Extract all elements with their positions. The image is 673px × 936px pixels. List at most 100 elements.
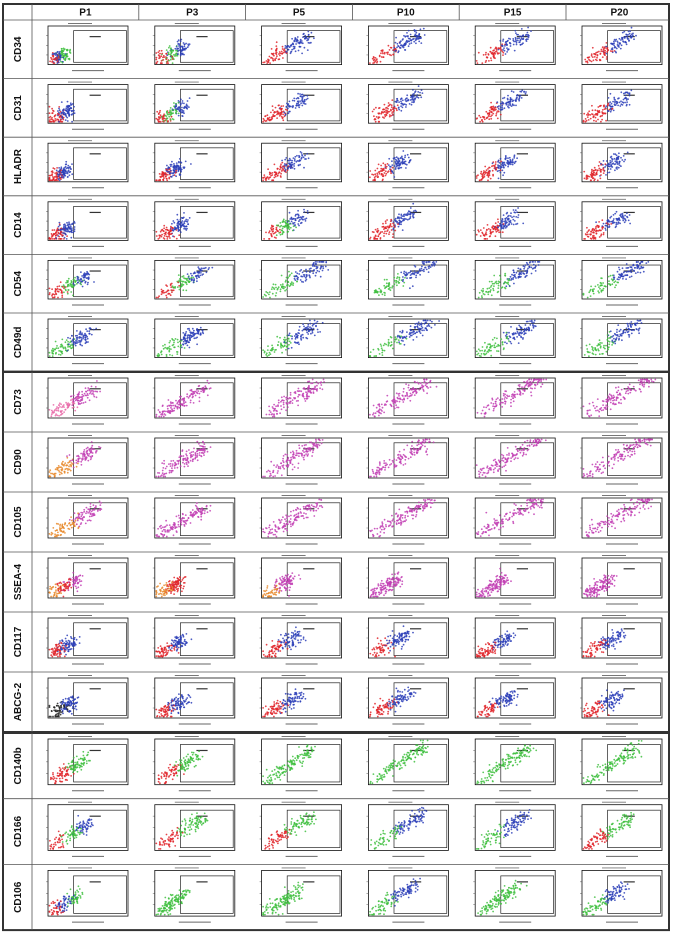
event-dot <box>275 286 277 289</box>
event-dot <box>630 33 633 36</box>
event-dot <box>64 57 67 59</box>
event-dot <box>55 237 58 240</box>
event-dot <box>597 118 599 121</box>
event-dot <box>483 293 486 296</box>
event-dot <box>299 38 302 41</box>
event-dot <box>325 261 328 264</box>
event-dot <box>598 111 601 113</box>
event-dot <box>170 112 173 114</box>
event-dot <box>605 58 608 60</box>
gate-region <box>500 88 554 122</box>
event-dot <box>411 98 413 101</box>
event-dot <box>71 173 74 176</box>
event-dot <box>525 91 527 93</box>
event-dot <box>526 271 528 274</box>
event-dot <box>386 51 388 54</box>
event-dot <box>590 53 593 56</box>
event-dot <box>276 174 279 177</box>
event-dot <box>80 283 83 286</box>
event-dot <box>275 226 278 229</box>
event-dot <box>279 228 281 231</box>
event-dot <box>513 220 516 222</box>
event-dot <box>621 159 624 161</box>
event-dot <box>596 59 598 62</box>
event-dot <box>280 346 282 349</box>
event-dot <box>413 37 415 40</box>
event-dot <box>53 238 55 240</box>
event-dot <box>415 31 418 34</box>
event-dot <box>383 108 386 111</box>
event-dot <box>602 48 605 50</box>
event-dot <box>614 286 616 289</box>
event-dot <box>421 334 424 337</box>
event-dot <box>624 158 626 161</box>
event-dot <box>496 106 499 108</box>
event-dot <box>507 94 509 97</box>
event-dot <box>418 40 421 43</box>
event-dot <box>269 118 272 121</box>
event-dot <box>497 107 500 110</box>
event-dot <box>506 162 509 165</box>
event-dot <box>285 45 288 48</box>
event-dot <box>67 336 69 339</box>
event-dot <box>59 350 62 352</box>
event-dot <box>92 328 95 331</box>
event-dot <box>284 280 287 283</box>
event-dot <box>178 166 180 168</box>
event-dot <box>512 274 515 277</box>
event-dot <box>185 42 188 45</box>
event-dot <box>391 236 394 239</box>
event-dot <box>594 116 597 119</box>
event-dot <box>637 271 639 274</box>
event-dot <box>396 109 398 112</box>
event-dot <box>620 39 622 41</box>
event-dot <box>265 60 268 62</box>
event-dot <box>182 332 185 334</box>
event-dot <box>512 43 515 46</box>
event-dot <box>300 157 303 160</box>
event-dot <box>601 50 604 53</box>
event-dot <box>633 270 636 272</box>
event-dot <box>271 292 274 295</box>
event-dot <box>529 261 532 263</box>
event-dot <box>193 329 195 332</box>
event-dot <box>62 58 65 60</box>
event-dot <box>612 100 614 103</box>
event-dot <box>281 227 284 230</box>
event-dot <box>265 231 267 234</box>
event-dot <box>629 35 632 37</box>
event-dot <box>476 62 479 64</box>
event-dot <box>186 339 189 342</box>
event-dot <box>526 31 529 34</box>
event-dot <box>267 168 269 171</box>
event-dot <box>288 270 290 273</box>
event-dot <box>619 214 621 217</box>
event-dot <box>268 116 271 119</box>
event-dot <box>615 47 618 50</box>
event-dot <box>635 264 638 267</box>
event-dot <box>272 59 275 62</box>
event-dot <box>608 108 611 111</box>
event-dot <box>179 40 182 43</box>
event-dot <box>492 225 495 228</box>
event-dot <box>613 157 616 160</box>
event-dot <box>502 97 504 100</box>
event-dot <box>592 292 595 295</box>
event-dot <box>489 46 492 49</box>
event-dot <box>171 172 174 175</box>
event-dot <box>509 38 512 40</box>
event-dot <box>281 283 284 286</box>
event-dot <box>507 104 510 106</box>
event-dot <box>155 296 158 299</box>
event-dot <box>185 103 188 106</box>
event-dot <box>292 225 295 228</box>
event-dot <box>286 102 288 105</box>
event-dot <box>380 52 382 55</box>
event-dot <box>401 229 404 232</box>
event-dot <box>297 209 299 212</box>
event-dot <box>504 221 507 223</box>
event-dot <box>598 236 601 238</box>
event-dot <box>271 286 274 289</box>
event-dot <box>57 225 60 228</box>
event-dot <box>165 175 167 178</box>
